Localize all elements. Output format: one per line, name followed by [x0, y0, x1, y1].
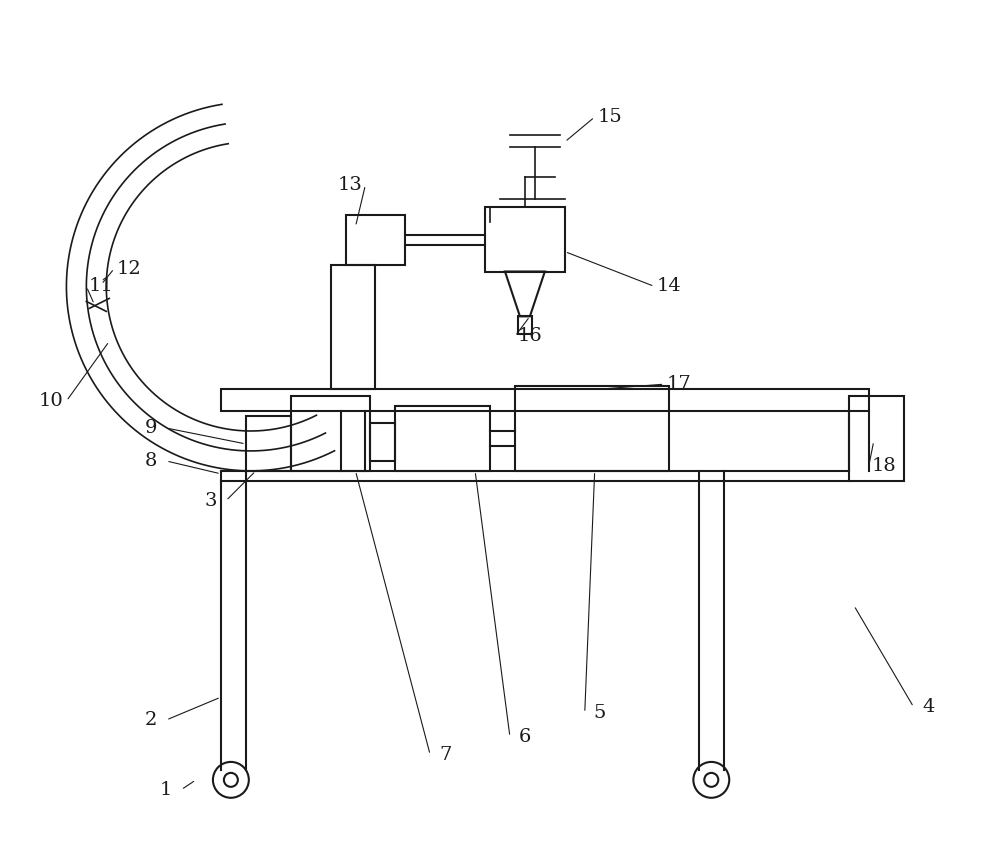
Text: 3: 3 — [205, 491, 217, 510]
Text: 4: 4 — [922, 698, 935, 716]
Text: 14: 14 — [657, 277, 682, 295]
Text: 15: 15 — [597, 108, 622, 126]
Text: 12: 12 — [117, 259, 142, 277]
Text: 5: 5 — [593, 704, 606, 722]
Text: 16: 16 — [518, 327, 542, 345]
Text: 6: 6 — [519, 728, 531, 746]
Text: 2: 2 — [145, 711, 157, 729]
Text: 8: 8 — [145, 452, 157, 470]
Text: 17: 17 — [667, 375, 692, 393]
Text: 13: 13 — [338, 175, 363, 193]
Text: 9: 9 — [145, 419, 157, 437]
Text: 18: 18 — [871, 457, 896, 475]
Text: 7: 7 — [439, 746, 451, 764]
Text: 10: 10 — [39, 392, 64, 410]
Text: 11: 11 — [89, 277, 114, 295]
Text: 1: 1 — [160, 781, 172, 799]
